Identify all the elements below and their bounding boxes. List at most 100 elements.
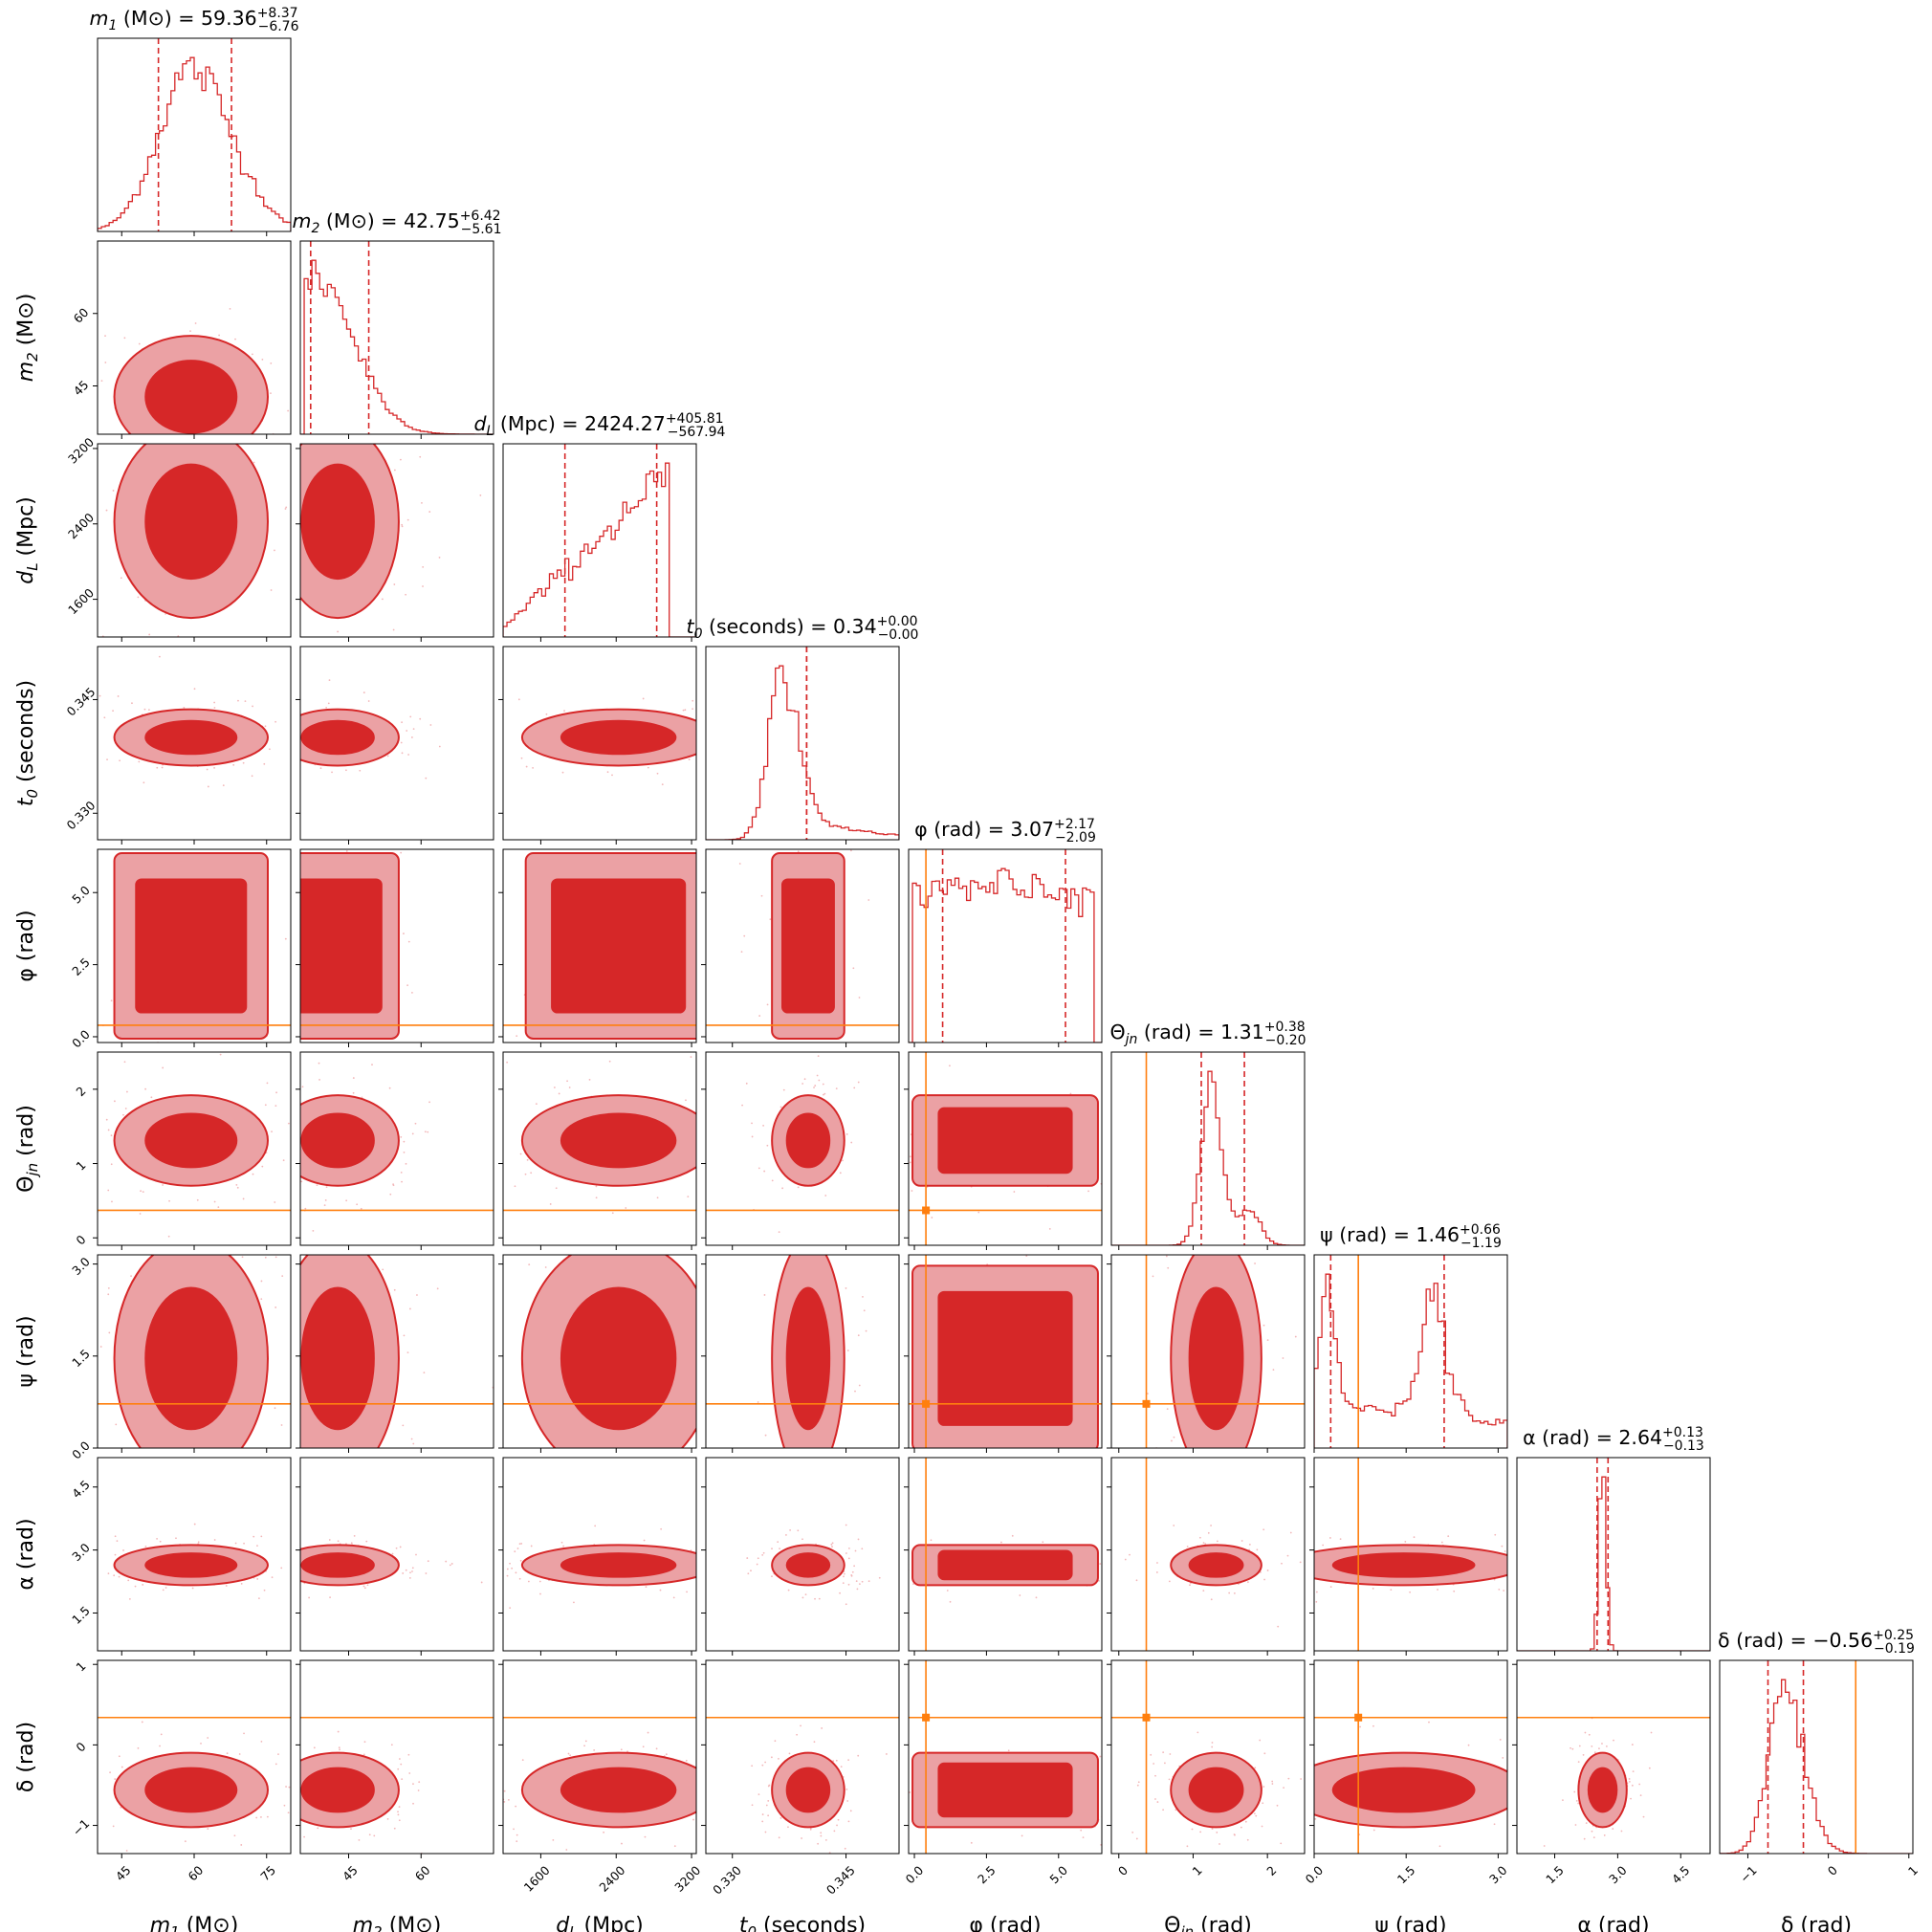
x-tick-label: 3.0	[1606, 1863, 1630, 1887]
sample-point	[189, 330, 191, 333]
sample-point	[1613, 1739, 1614, 1742]
sample-point	[1592, 1836, 1595, 1839]
sample-point	[120, 577, 122, 580]
sample-point	[797, 800, 799, 801]
sample-point	[728, 773, 730, 775]
sample-point	[352, 1077, 355, 1079]
panel-frame	[1110, 1659, 1306, 1855]
sample-point	[191, 643, 193, 645]
sample-point	[275, 1091, 277, 1094]
sample-point	[471, 710, 472, 712]
title-unit: (seconds) = 0.34	[702, 615, 876, 638]
sample-point	[120, 1807, 122, 1809]
sample-point	[883, 1737, 885, 1739]
sample-point	[814, 1597, 816, 1600]
title-symbol: m	[90, 7, 109, 30]
sample-point	[779, 1548, 780, 1550]
sample-point	[143, 781, 145, 784]
sample-point	[401, 721, 403, 724]
sample-point	[1175, 1809, 1177, 1811]
sample-point	[400, 1135, 403, 1138]
sample-point	[133, 1061, 135, 1063]
panel-frame	[299, 1457, 494, 1652]
sample-point	[413, 786, 415, 788]
panel-frame	[1516, 1659, 1711, 1855]
sample-point	[845, 1337, 847, 1339]
sample-point	[843, 1575, 845, 1578]
sample-point	[792, 1060, 794, 1062]
title-delta: δ (rad) = −0.56+0.25 −0.19	[1718, 1628, 1915, 1657]
sample-point	[266, 1082, 269, 1085]
sample-point	[240, 1582, 243, 1585]
sample-point	[1024, 1236, 1026, 1238]
sample-point	[1314, 1817, 1317, 1820]
sample-point	[99, 1346, 102, 1348]
sample-point	[867, 899, 870, 901]
sample-point	[1241, 1841, 1243, 1843]
x-tick-label: 0.330	[710, 1863, 744, 1898]
sample-point	[1228, 1592, 1231, 1594]
sample-point	[515, 1571, 517, 1574]
sample-point	[158, 655, 161, 658]
sample-point	[1293, 1805, 1295, 1807]
sample-point	[711, 741, 713, 743]
sample-point	[81, 1758, 83, 1760]
sample-point	[707, 1548, 709, 1550]
sample-point	[659, 1589, 662, 1592]
sample-point	[331, 771, 333, 774]
panel-frame	[502, 1051, 697, 1246]
sample-point	[1168, 1580, 1171, 1583]
sample-point	[1197, 1241, 1198, 1243]
sample-point	[438, 745, 441, 748]
sample-point	[421, 502, 423, 504]
sample-point	[70, 465, 72, 467]
sample-point	[814, 1085, 817, 1087]
sample-point	[1574, 1824, 1577, 1826]
sample-point	[573, 1601, 575, 1604]
sample-point	[1273, 1821, 1275, 1823]
sample-point	[1562, 1799, 1564, 1802]
sample-point	[1156, 1799, 1158, 1801]
sample-point	[851, 1570, 853, 1571]
sample-point	[93, 1336, 95, 1338]
sample-point	[859, 1583, 861, 1585]
sample-point	[363, 1741, 366, 1744]
sample-point	[949, 1065, 951, 1067]
sample-point	[653, 669, 655, 670]
sample-point	[1186, 1546, 1189, 1548]
sample-point	[1263, 1733, 1265, 1735]
panel-m2-vs-m2	[300, 241, 494, 434]
sample-point	[766, 1144, 769, 1147]
sample-point	[269, 1831, 271, 1833]
sample-point	[503, 1789, 506, 1792]
sample-point	[509, 1607, 512, 1610]
sample-point	[818, 1079, 821, 1082]
sample-point	[294, 750, 296, 752]
sample-point	[800, 1724, 801, 1727]
sample-point	[1306, 1745, 1308, 1746]
sample-point	[1603, 1834, 1606, 1836]
sample-point	[661, 783, 664, 786]
sample-point	[371, 1064, 373, 1066]
xaxis-label-m2-subscript: 2	[373, 1923, 383, 1932]
sample-point	[757, 1167, 760, 1170]
sample-point	[275, 705, 277, 707]
panel-delta-vs-dL	[503, 1716, 696, 1851]
sample-point	[1025, 1255, 1028, 1258]
sample-point	[399, 458, 402, 461]
sample-point	[75, 675, 77, 677]
sample-point	[793, 1197, 795, 1199]
truth-marker	[922, 1399, 931, 1408]
sample-point	[1169, 1753, 1172, 1755]
sample-point	[114, 1100, 116, 1103]
sample-point	[1186, 1845, 1189, 1848]
panel-phi-vs-t0	[706, 849, 899, 1062]
x-tick-label: 2400	[596, 1863, 627, 1895]
sample-point	[745, 1082, 748, 1085]
panel-frame	[908, 1659, 1103, 1855]
sample-point	[77, 569, 78, 571]
sample-point	[840, 1229, 842, 1231]
sample-point	[222, 784, 225, 787]
sample-point	[281, 1275, 284, 1278]
sample-point	[750, 1485, 752, 1487]
